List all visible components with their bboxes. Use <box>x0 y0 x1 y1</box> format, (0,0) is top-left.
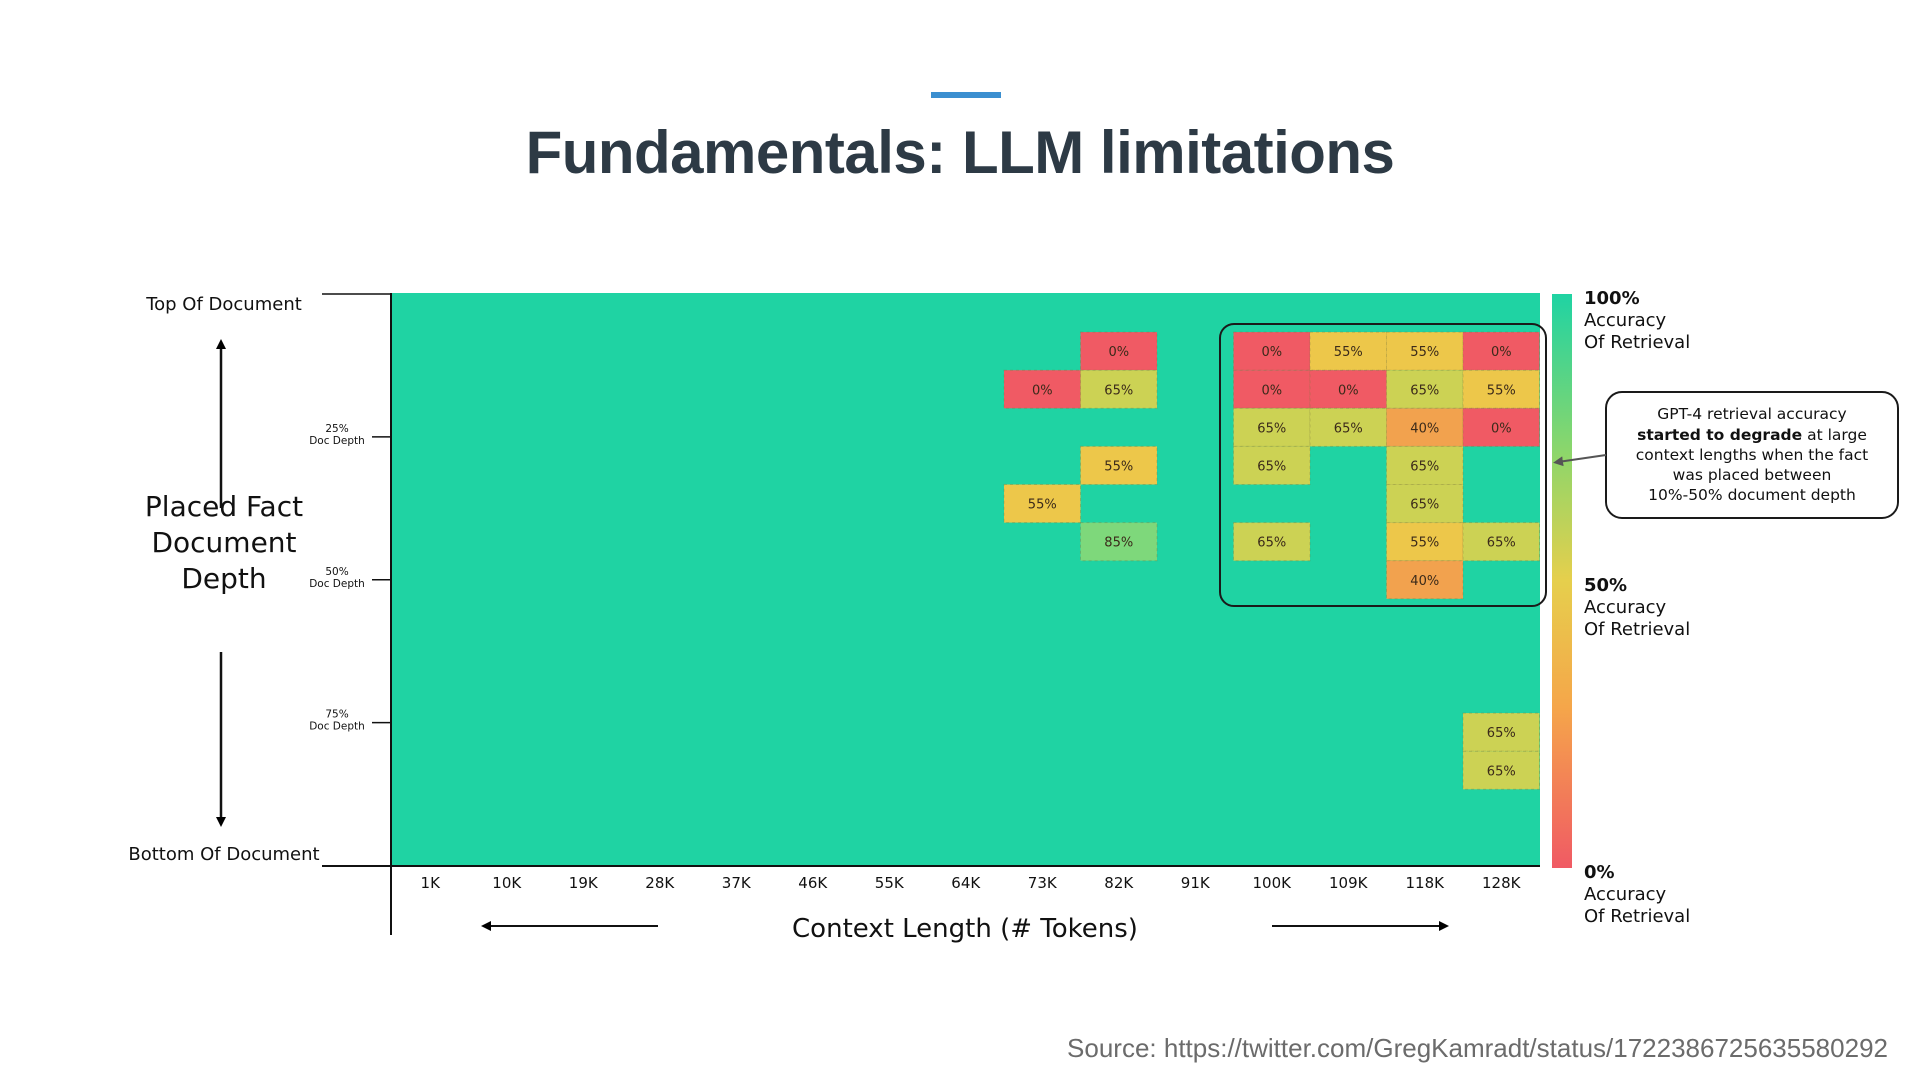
x-tick-label: 73K <box>1028 874 1058 892</box>
heatmap-cell <box>1233 331 1311 371</box>
cell-value-label: 65% <box>1487 536 1516 551</box>
y-top-label: Top Of Document <box>145 294 302 315</box>
cell-value-label: 65% <box>1104 383 1133 398</box>
title-accent-bar <box>931 92 1001 98</box>
annotation-line-5: 10%-50% document depth <box>1648 486 1856 504</box>
heatmap-cell <box>1080 522 1158 562</box>
cell-value-label: 65% <box>1410 383 1439 398</box>
x-tick-label: 100K <box>1253 874 1293 892</box>
cell-value-label: 55% <box>1028 498 1057 513</box>
heatmap-cell <box>1003 369 1081 409</box>
annotation-line-4: was placed between <box>1673 466 1832 484</box>
heatmap-cell <box>1386 484 1464 524</box>
x-tick-label: 37K <box>722 874 752 892</box>
annotation-pointer <box>1553 454 1607 467</box>
annotation-line-1: GPT-4 retrieval accuracy <box>1657 405 1846 423</box>
heatmap-cell <box>1080 445 1158 485</box>
cell-value-label: 85% <box>1104 536 1133 551</box>
annotation-bold: started to degrade <box>1637 426 1802 444</box>
heatmap-cell <box>1386 522 1464 562</box>
colorbar-label: 0% Accuracy Of Retrieval <box>1584 862 1690 927</box>
x-tick-label: 10K <box>492 874 522 892</box>
cell-value-label: 55% <box>1487 383 1516 398</box>
cell-value-label: 65% <box>1487 726 1516 741</box>
heatmap-cell <box>1233 407 1311 447</box>
cell-value-label: 65% <box>1334 421 1363 436</box>
cell-value-label: 0% <box>1491 421 1512 436</box>
cell-value-label: 65% <box>1257 536 1286 551</box>
heatmap-cell <box>1462 522 1540 562</box>
annotation-after-bold: at large <box>1802 426 1867 444</box>
heatmap-cell <box>1309 407 1387 447</box>
y-tick-label: 75% Doc Depth <box>309 709 365 733</box>
heatmap-cell <box>1233 445 1311 485</box>
annotation-line-3: context lengths when the fact <box>1636 446 1868 464</box>
y-tick-label: 50% Doc Depth <box>309 566 365 590</box>
cell-value-label: 65% <box>1257 459 1286 474</box>
heatmap-cell <box>1386 560 1464 600</box>
x-tick-label: 28K <box>645 874 675 892</box>
x-tick-label: 109K <box>1329 874 1369 892</box>
cell-value-label: 65% <box>1410 498 1439 513</box>
heatmap-cell <box>1309 369 1387 409</box>
x-tick-label: 82K <box>1104 874 1134 892</box>
heatmap-cell <box>1462 369 1540 409</box>
x-tick-label: 64K <box>951 874 981 892</box>
cell-value-label: 65% <box>1410 459 1439 474</box>
source-citation: Source: https://twitter.com/GregKamradt/… <box>1067 1033 1888 1063</box>
y-bottom-label: Bottom Of Document <box>128 844 319 865</box>
x-tick-label: 91K <box>1181 874 1211 892</box>
cell-value-label: 55% <box>1104 459 1133 474</box>
heatmap-cell <box>1462 750 1540 790</box>
cell-value-label: 55% <box>1334 345 1363 360</box>
heatmap-cell <box>1233 369 1311 409</box>
cell-value-label: 0% <box>1108 345 1129 360</box>
heatmap-chart: 0% 0% 55% 55% 0% 0% 65% 0% 0% 65% 55% 65% 65% 40% 0% 55… <box>128 288 1899 944</box>
cell-value-label: 0% <box>1261 345 1282 360</box>
cell-value-label: 40% <box>1410 574 1439 589</box>
heatmap-cell <box>1462 407 1540 447</box>
x-tick-label: 118K <box>1406 874 1446 892</box>
heatmap-cell <box>1233 522 1311 562</box>
cell-value-label: 65% <box>1487 764 1516 779</box>
cell-value-label: 0% <box>1261 383 1282 398</box>
colorbar <box>1552 294 1572 868</box>
colorbar-label: 50% Accuracy Of Retrieval <box>1584 575 1690 640</box>
annotation-line-2: started to degrade at large <box>1637 426 1867 444</box>
cell-value-label: 55% <box>1410 536 1439 551</box>
degradation-highlight-box <box>1219 323 1547 607</box>
cell-value-label: 55% <box>1410 345 1439 360</box>
heatmap-cell <box>1003 484 1081 524</box>
x-tick-label: 128K <box>1482 874 1522 892</box>
x-tick-label: 1K <box>421 874 442 892</box>
heatmap-cell <box>1386 445 1464 485</box>
slide-title: Fundamentals: LLM limitations <box>525 119 1395 186</box>
heatmap-cell <box>1080 369 1158 409</box>
heatmap-cell <box>1462 712 1540 752</box>
cell-value-label: 40% <box>1410 421 1439 436</box>
heatmap-cell <box>1386 369 1464 409</box>
x-tick-label: 19K <box>569 874 599 892</box>
cell-value-label: 0% <box>1491 345 1512 360</box>
x-tick-label: 55K <box>875 874 905 892</box>
heatmap-cell <box>1386 331 1464 371</box>
cell-value-label: 0% <box>1338 383 1359 398</box>
y-axis-title: Placed Fact Document Depth <box>145 490 303 595</box>
y-tick-label: 25% Doc Depth <box>309 423 365 447</box>
x-tick-label: 46K <box>798 874 828 892</box>
cell-value-label: 65% <box>1257 421 1286 436</box>
heatmap-cell <box>1386 407 1464 447</box>
x-axis-title: Context Length (# Tokens) <box>792 914 1138 944</box>
cell-value-label: 0% <box>1032 383 1053 398</box>
colorbar-label: 100% Accuracy Of Retrieval <box>1584 288 1690 353</box>
